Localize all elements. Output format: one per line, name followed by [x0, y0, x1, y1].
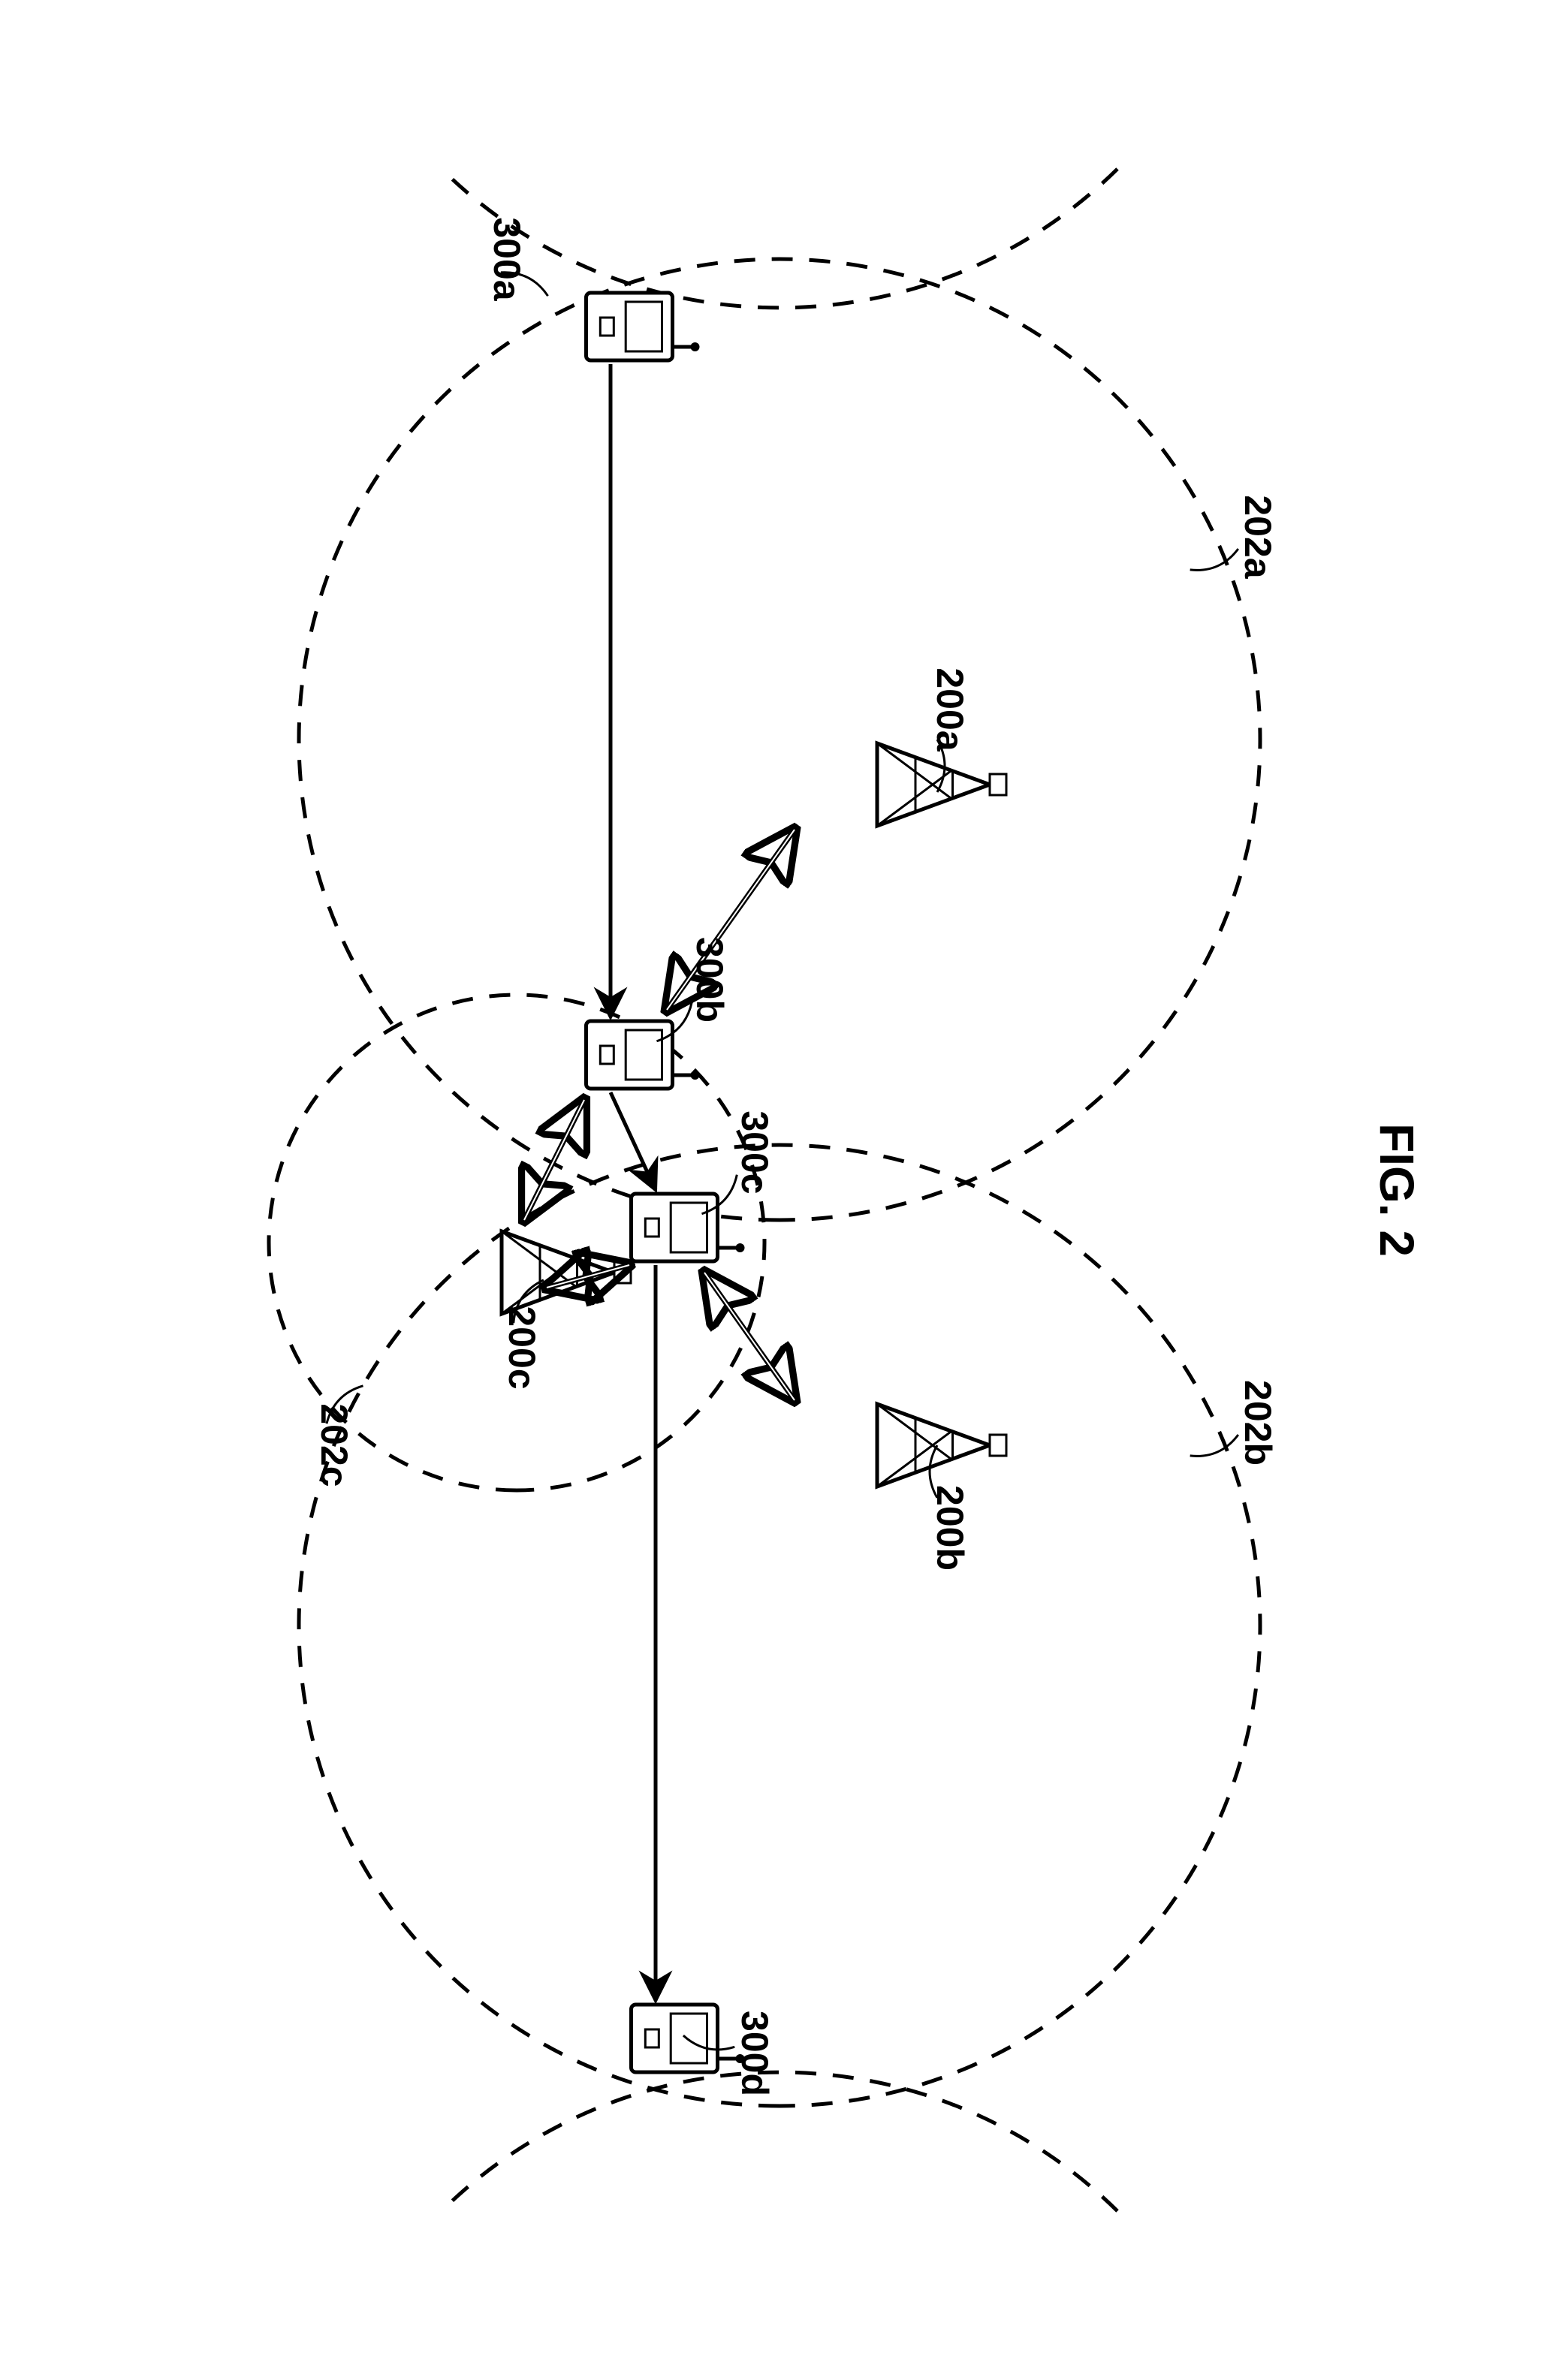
comm-arrow-2-inner — [524, 1100, 584, 1220]
move-arrow-1 — [611, 1092, 656, 1190]
tower-b-label: 200b — [929, 1485, 971, 1571]
figure-canvas: FIG. 2 202a 202b 202c 200a 200b 200c 300a 300b 3… — [66, 139, 1493, 2241]
comm-arrow-0-inner — [667, 830, 795, 1010]
cell-b-label: 202b — [1237, 1380, 1279, 1466]
device-c — [632, 1194, 745, 1261]
device-d-label: 300d — [734, 2011, 776, 2096]
device-a — [587, 293, 700, 360]
cell-b-leader — [1190, 1435, 1238, 1456]
device-c-label: 300c — [734, 1110, 776, 1194]
cell-edge-right — [442, 2072, 1117, 2211]
cell-c-label: 202c — [313, 1403, 355, 1487]
device-b-label: 300b — [689, 937, 731, 1023]
cell-b — [299, 1145, 1260, 2106]
tower-b — [877, 1404, 1006, 1487]
cell-edge-left — [442, 169, 1117, 308]
labels-group: 202a 202b 202c 200a 200b 200c 300a 300b 300c 300d — [313, 217, 1279, 2096]
cell-a-leader — [1190, 549, 1238, 570]
tower-a-label: 200a — [929, 667, 971, 752]
cell-a — [299, 259, 1260, 1220]
comm-arrow-1-inner — [704, 1273, 795, 1400]
tower-c-label: 200c — [501, 1306, 543, 1389]
device-a-label: 300a — [486, 217, 528, 301]
figure-svg: FIG. 2 202a 202b 202c 200a 200b 200c 300a 300b 3… — [66, 139, 1493, 2241]
device-b — [587, 1021, 700, 1089]
page: FIG. 2 202a 202b 202c 200a 200b 200c 300a 300b 3… — [0, 0, 1559, 2380]
figure-title: FIG. 2 — [1370, 1123, 1424, 1257]
cell-a-label: 202a — [1237, 495, 1279, 579]
move-arrows — [611, 364, 656, 2001]
